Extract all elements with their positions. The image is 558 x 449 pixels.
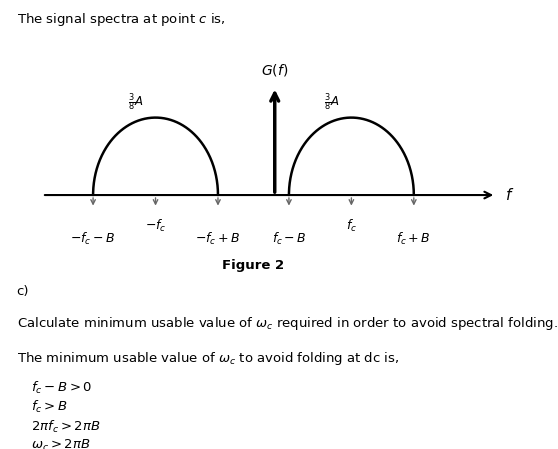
Text: Figure 2: Figure 2 xyxy=(223,259,285,272)
Text: $f_c > B$: $f_c > B$ xyxy=(31,399,68,415)
Text: $f_c - B > 0$: $f_c - B > 0$ xyxy=(31,380,92,396)
Text: $\omega_c > 2\pi B$: $\omega_c > 2\pi B$ xyxy=(31,438,90,449)
Text: $-f_c$: $-f_c$ xyxy=(145,218,166,234)
Text: $\frac{3}{8}A$: $\frac{3}{8}A$ xyxy=(128,92,144,114)
Text: $\frac{3}{8}A$: $\frac{3}{8}A$ xyxy=(324,92,340,114)
Text: The signal spectra at point $c$ is,: The signal spectra at point $c$ is, xyxy=(17,11,225,28)
Text: $-f_c+B$: $-f_c+B$ xyxy=(195,231,240,247)
Text: $G(f)$: $G(f)$ xyxy=(261,62,288,78)
Text: $-f_c-B$: $-f_c-B$ xyxy=(70,231,116,247)
Text: $f_c-B$: $f_c-B$ xyxy=(272,231,306,247)
Text: The minimum usable value of $\omega_c$ to avoid folding at dc is,: The minimum usable value of $\omega_c$ t… xyxy=(17,350,399,367)
Text: Calculate minimum usable value of $\omega_c$ required in order to avoid spectral: Calculate minimum usable value of $\omeg… xyxy=(17,315,557,332)
Text: $f_c+B$: $f_c+B$ xyxy=(397,231,431,247)
Text: $f$: $f$ xyxy=(504,187,514,203)
Text: c): c) xyxy=(17,285,29,298)
Text: $2\pi f_c > 2\pi B$: $2\pi f_c > 2\pi B$ xyxy=(31,419,100,435)
Text: $f_c$: $f_c$ xyxy=(346,218,357,234)
